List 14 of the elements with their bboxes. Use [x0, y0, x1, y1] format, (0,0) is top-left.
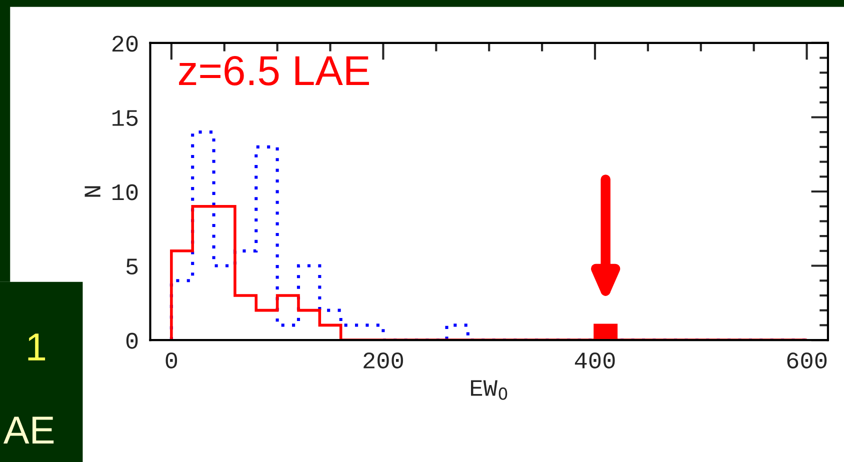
x-tick-label: 400	[574, 352, 615, 368]
chart-title: z=6.5 LAE	[179, 56, 369, 86]
y-tick-label: 20	[112, 36, 138, 52]
x-tick-label: 200	[364, 352, 403, 368]
y-tick-label: 10	[112, 184, 138, 200]
y-tick-label: 0	[126, 332, 138, 349]
text: 1	[28, 334, 46, 360]
x-axis-title: EW$_{0}$	[471, 380, 508, 400]
y-tick-label: 15	[112, 110, 138, 126]
x-tick-label: 600	[787, 352, 827, 368]
y-tick-label: 5	[126, 258, 138, 275]
text: AE	[3, 416, 54, 444]
x-tick-label: 0	[166, 352, 178, 368]
y-axis-title: N	[84, 186, 100, 197]
